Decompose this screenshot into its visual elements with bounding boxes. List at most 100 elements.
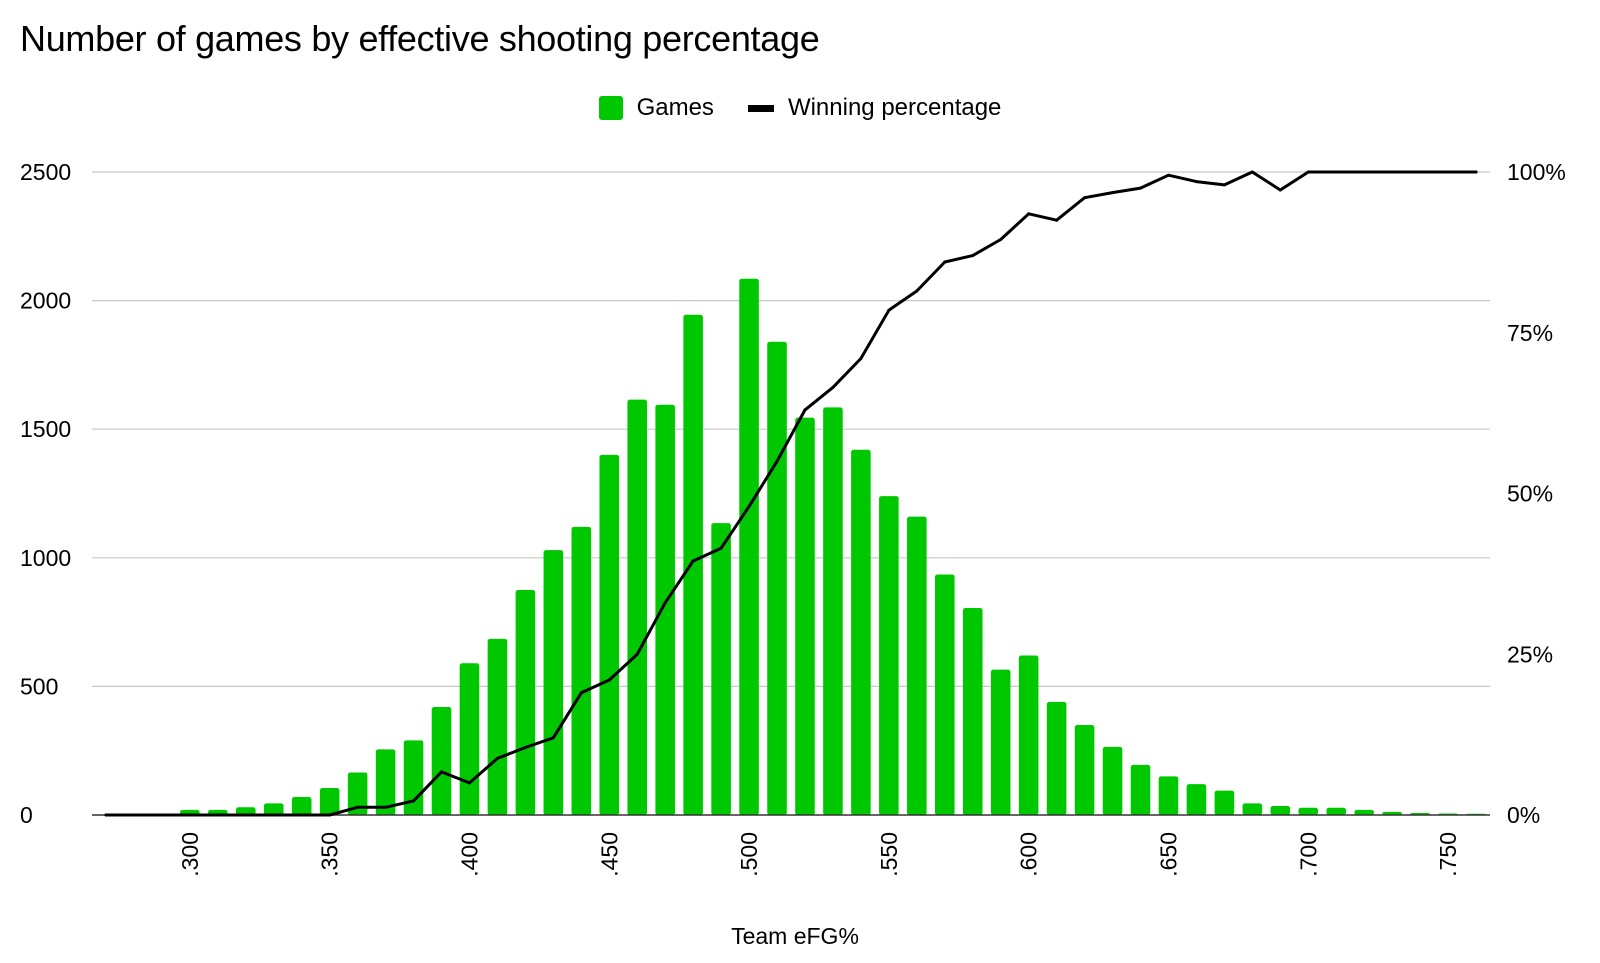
bar (627, 399, 648, 815)
y-tick-label: 2500 (20, 159, 71, 185)
line-point (1362, 170, 1366, 174)
x-tick-label: .300 (177, 832, 203, 877)
x-tick-label: .650 (1155, 832, 1181, 877)
line-point (216, 813, 220, 817)
y-tick-label: 1000 (20, 545, 71, 571)
bar (1354, 809, 1374, 815)
line-point (1055, 218, 1059, 222)
bar (851, 449, 871, 815)
x-tick-label: .400 (456, 832, 482, 877)
line-point (775, 459, 779, 463)
y2-tick-label: 25% (1507, 641, 1553, 667)
bar (683, 314, 703, 815)
bar (431, 706, 452, 815)
line-point (1083, 196, 1087, 200)
x-tick-label: .350 (317, 832, 343, 877)
y-tick-label: 2000 (20, 288, 71, 314)
bar (1130, 764, 1151, 815)
line-point (1390, 170, 1394, 174)
x-tick-label: .600 (1016, 832, 1042, 877)
line-point (1139, 186, 1142, 190)
bar (823, 407, 843, 815)
line-point (440, 770, 443, 774)
line-point (551, 736, 555, 740)
line-point (1111, 191, 1115, 195)
line-point (691, 559, 695, 563)
legend-swatch-games (598, 96, 623, 120)
line-point (1334, 170, 1338, 174)
bar (934, 574, 955, 815)
line-point (1306, 170, 1310, 174)
legend-item-games[interactable]: Games (598, 94, 714, 122)
line-point (356, 805, 360, 809)
legend: Games Winning percentage (0, 92, 1600, 124)
x-axis-title: Team eFG% (731, 923, 859, 949)
line-point (160, 813, 164, 817)
y-axis-left-ticks: 0 500 1000 1500 2000 2500 (20, 159, 71, 828)
y-tick-label: 0 (20, 802, 33, 828)
bar (962, 607, 983, 815)
x-tick-label: .550 (876, 832, 902, 877)
bar (571, 526, 592, 815)
x-axis-ticks: .300 .350 .400 .450 .500 .550 .600 .650 .700 .750 (177, 832, 1461, 877)
line-point (943, 260, 947, 264)
line-point (495, 756, 499, 760)
gridlines (92, 171, 1490, 688)
bar (711, 523, 731, 815)
line-point (188, 813, 192, 817)
bar (1270, 805, 1291, 815)
winning-percentage-series-line (104, 170, 1478, 817)
bar (767, 341, 787, 815)
x-tick-label: .700 (1295, 832, 1321, 877)
winning-percentage-line (104, 170, 1478, 817)
line-point (663, 601, 667, 605)
line-point (803, 408, 807, 412)
line-point (1278, 188, 1282, 192)
bar (1074, 724, 1095, 815)
legend-label-games: Games (636, 94, 714, 121)
line-point (719, 546, 723, 550)
line-point (132, 813, 136, 817)
legend-item-winning-percentage[interactable]: Winning percentage (747, 94, 1002, 122)
x-tick-label: .500 (736, 832, 762, 877)
bar (1214, 790, 1235, 815)
legend-label-winning-percentage: Winning percentage (787, 94, 1002, 121)
line-point (1418, 170, 1422, 174)
bar (1298, 807, 1319, 815)
bar (515, 589, 536, 815)
line-point (1446, 170, 1450, 174)
bar (599, 454, 620, 815)
line-point (412, 799, 416, 803)
bar (795, 417, 815, 815)
bar (263, 803, 284, 815)
line-point (384, 805, 388, 809)
line-point (1474, 170, 1478, 174)
y2-tick-label: 75% (1507, 320, 1553, 346)
line-point (300, 813, 304, 817)
y2-tick-label: 100% (1507, 159, 1566, 185)
line-point (328, 813, 332, 817)
x-tick-label: .750 (1435, 832, 1461, 877)
bar (291, 796, 312, 815)
line-point (607, 678, 611, 682)
line-point (523, 745, 527, 749)
line-point (831, 385, 835, 389)
line-point (579, 691, 583, 695)
bar (487, 638, 508, 815)
y2-tick-label: 50% (1507, 481, 1553, 507)
y2-tick-label: 0% (1507, 802, 1540, 828)
line-point (859, 356, 863, 360)
bar (543, 550, 564, 815)
bar (1018, 655, 1039, 815)
y-axis-right-ticks: 0% 25% 50% 75% 100% (1507, 159, 1566, 828)
bar (879, 496, 899, 815)
legend-swatch-winning-percentage (747, 104, 774, 112)
bar (1326, 807, 1347, 815)
line-point (915, 289, 919, 293)
line-point (887, 308, 891, 312)
games-bars (96, 278, 1486, 815)
line-point (1027, 212, 1031, 216)
line-point (1194, 180, 1198, 184)
line-point (747, 504, 751, 508)
